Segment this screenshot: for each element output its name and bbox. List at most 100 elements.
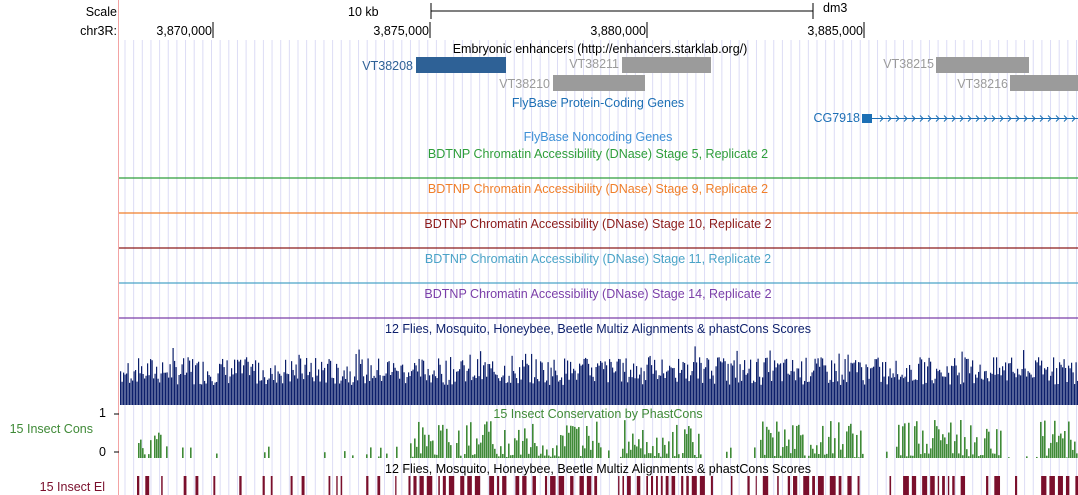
multiz-bar [765,358,767,405]
gene-label-CG7918[interactable]: CG7918 [813,111,860,125]
phastcons-bar [456,443,458,458]
element-bar [145,476,150,495]
multiz-bar [1042,374,1044,405]
phastcons-bar [1008,457,1010,458]
multiz-bar [808,381,810,405]
phastcons-bar [848,425,850,458]
multiz-bar [171,377,173,405]
multiz-bar [304,364,306,405]
phastcons-bar [852,433,854,458]
multiz-bar [727,363,729,405]
multiz-bar [334,383,336,405]
phastcons-bar [842,444,844,458]
phastcons-bar [414,438,416,458]
element-bar [1041,476,1047,495]
multiz-bar [459,369,461,405]
multiz-bar [1036,362,1038,405]
multiz-bar [1051,371,1053,405]
phastcons-bar [966,449,968,458]
multiz-bar [186,372,188,405]
multiz-bar [658,375,660,405]
phastcons-bar [896,446,898,458]
multiz-bar [823,365,825,405]
multiz-bar [168,377,170,405]
gene-CG7918-exon[interactable] [862,114,872,123]
multiz-bar [513,370,515,405]
multiz-bar [352,382,354,405]
conserved-elements[interactable] [137,476,1078,495]
phastcons-bar [832,453,834,458]
multiz-bar [900,376,902,405]
phastcons-bar [492,444,494,458]
multiz-wiggle[interactable] [120,346,1078,405]
multiz-bar [682,361,684,405]
multiz-bar [1006,380,1008,405]
multiz-bar [214,382,216,405]
multiz-bar [1044,368,1046,405]
multiz-bar [1056,368,1058,405]
multiz-bar [589,375,591,405]
multiz-bar [990,372,992,405]
phastcons-bar [812,448,814,458]
element-bar [442,476,446,495]
strand-arrow [903,115,908,122]
multiz-bar [745,374,747,405]
multiz-bar [888,376,890,405]
gene-CG7918[interactable] [862,114,1078,123]
enhancer-label-VT38211[interactable]: VT38211 [569,57,619,71]
enhancer-VT38216-box[interactable] [1010,75,1078,91]
multiz-bar [244,359,246,405]
multiz-bar [996,357,998,405]
phastcons-bar [412,456,414,458]
multiz-bar [648,357,650,405]
multiz-bar [856,372,858,405]
multiz-bar [886,384,888,405]
multiz-bar [693,362,695,405]
multiz-bar [184,374,186,405]
multiz-bar [307,375,309,405]
enhancer-VT38215-box[interactable] [936,57,1029,73]
multiz-bar [274,365,276,405]
multiz-bar [375,377,377,405]
enhancer-label-VT38216[interactable]: VT38216 [957,77,1008,91]
multiz-bar [817,358,819,405]
multiz-bar [495,374,497,405]
enhancer-label-VT38210[interactable]: VT38210 [499,77,550,91]
multiz-bar [423,360,425,405]
phastcons-bar [570,425,572,458]
enhancer-label-VT38215[interactable]: VT38215 [883,57,934,71]
enhancer-VT38211-box[interactable] [622,57,711,73]
multiz-bar [732,365,734,405]
phastcons-left-label[interactable]: 15 Insect Cons [9,422,93,436]
multiz-bar [232,374,234,405]
multiz-bar [748,368,750,405]
left-margin-line [118,0,119,495]
phastcons-wiggle[interactable] [138,420,1078,458]
element-bar [622,476,625,495]
enhancer-VT38210-box[interactable] [553,75,645,91]
multiz-bar [880,381,882,405]
enhancer-label-VT38208[interactable]: VT38208 [362,59,413,73]
enhancer-track[interactable] [416,57,1078,91]
phastcons-bar [682,453,684,458]
multiz-bar [849,371,851,405]
phastcons-bar [660,456,662,458]
multiz-bar [511,355,513,405]
multiz-bar [405,383,407,405]
enhancer-VT38208-box[interactable] [416,57,506,73]
elements-left-label[interactable]: 15 Insect El [39,480,105,494]
dnase-tracks[interactable] [119,177,1078,319]
multiz-bar [507,382,509,405]
multiz-bar [333,378,335,405]
multiz-bar [291,361,293,405]
phastcons-bar [1052,434,1054,458]
multiz-bar [906,368,908,405]
multiz-bar [958,372,960,405]
multiz-bar [970,366,972,405]
multiz-bar [721,362,723,405]
multiz-bar [139,373,141,405]
multiz-bar [262,370,264,405]
phastcons-track-title: 15 Insect Conservation by PhastCons [493,407,703,421]
strand-arrow [1007,115,1012,122]
